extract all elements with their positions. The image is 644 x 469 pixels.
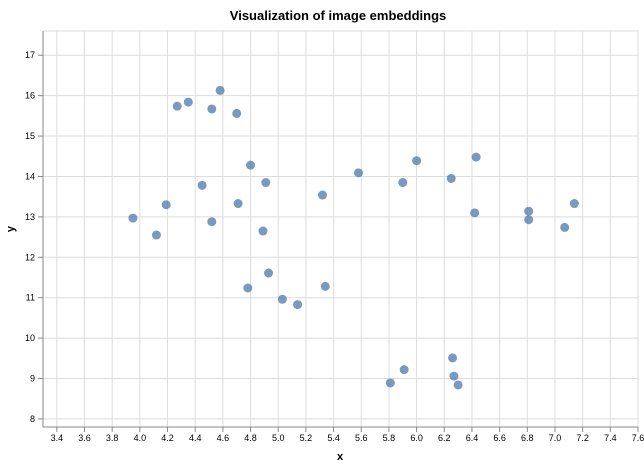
y-tick-label: 9	[30, 374, 35, 384]
scatter-point[interactable]	[448, 353, 458, 363]
scatter-point[interactable]	[470, 208, 480, 218]
x-tick-label: 5.2	[300, 433, 313, 443]
scatter-point[interactable]	[524, 215, 534, 225]
scatter-point[interactable]	[246, 160, 256, 170]
x-tick-label: 7.4	[604, 433, 617, 443]
scatter-point[interactable]	[258, 226, 268, 236]
x-tick-label: 5.8	[383, 433, 396, 443]
y-tick-label: 8	[30, 414, 35, 424]
y-tick-label: 10	[25, 333, 35, 343]
x-tick-label: 3.8	[106, 433, 119, 443]
scatter-point[interactable]	[215, 85, 225, 95]
scatter-point[interactable]	[197, 180, 207, 190]
x-tick-label: 5.6	[355, 433, 368, 443]
y-tick-label: 11	[26, 293, 35, 303]
data-points	[128, 85, 579, 390]
scatter-point[interactable]	[471, 152, 481, 162]
scatter-point[interactable]	[446, 173, 456, 183]
scatter-point[interactable]	[261, 178, 271, 188]
x-tick-label: 7.2	[576, 433, 589, 443]
scatter-point[interactable]	[207, 217, 217, 227]
plot-frame	[42, 30, 639, 428]
x-axis-tick-labels: 3.4 3.6 3.8 4.0 4.2 4.4 4.6 4.8 5.0 5.2 5.4 5.6 5.8 6…	[51, 433, 644, 443]
scatter-point[interactable]	[243, 283, 253, 293]
y-tick-label: 15	[25, 131, 35, 141]
x-tick-label: 4.6	[217, 433, 230, 443]
scatter-point[interactable]	[161, 200, 171, 210]
scatter-point[interactable]	[385, 378, 395, 388]
scatter-point[interactable]	[183, 97, 193, 107]
scatter-point[interactable]	[449, 371, 459, 381]
x-tick-label: 3.6	[78, 433, 91, 443]
scatter-point[interactable]	[128, 213, 138, 223]
x-axis-title: x	[337, 451, 344, 463]
x-tick-label: 4.4	[189, 433, 202, 443]
x-tick-label: 3.4	[51, 433, 64, 443]
x-tick-label: 7.6	[632, 433, 644, 443]
scatter-point[interactable]	[318, 190, 328, 200]
scatter-point[interactable]	[398, 178, 408, 188]
axes	[38, 31, 639, 432]
scatter-point[interactable]	[453, 380, 463, 390]
scatter-point[interactable]	[320, 281, 330, 291]
x-tick-label: 4.2	[161, 433, 174, 443]
x-tick-label: 6.4	[466, 433, 479, 443]
scatter-point[interactable]	[399, 365, 409, 375]
y-tick-label: 16	[25, 91, 35, 101]
grid-lines	[43, 31, 639, 427]
scatter-point[interactable]	[151, 230, 161, 240]
y-tick-label: 12	[25, 252, 35, 262]
scatter-point[interactable]	[264, 268, 274, 278]
y-tick-label: 17	[25, 50, 35, 60]
scatter-point[interactable]	[524, 206, 534, 216]
scatter-point[interactable]	[277, 294, 287, 304]
scatter-point[interactable]	[172, 101, 182, 111]
scatter-point[interactable]	[353, 168, 363, 178]
scatter-point[interactable]	[560, 222, 570, 232]
x-tick-label: 6.0	[410, 433, 423, 443]
y-tick-label: 13	[25, 212, 35, 222]
scatter-point[interactable]	[233, 199, 243, 209]
chart-title: Visualization of image embeddings	[230, 8, 446, 23]
scatter-point[interactable]	[293, 300, 303, 310]
x-tick-label: 4.0	[134, 433, 147, 443]
x-tick-label: 7.0	[549, 433, 562, 443]
y-axis-tick-labels: 8 9 10 11 12 13 14 15 16 17	[25, 50, 35, 424]
x-tick-label: 5.0	[272, 433, 285, 443]
x-tick-label: 6.2	[438, 433, 451, 443]
scatter-point[interactable]	[569, 199, 579, 209]
x-tick-label: 5.4	[327, 433, 340, 443]
y-tick-label: 14	[25, 171, 35, 181]
scatter-point[interactable]	[232, 108, 242, 118]
x-tick-label: 6.6	[493, 433, 506, 443]
y-axis-title: y	[5, 225, 17, 232]
x-tick-label: 6.8	[521, 433, 534, 443]
x-tick-label: 4.8	[244, 433, 257, 443]
scatter-point[interactable]	[412, 156, 422, 166]
scatter-point[interactable]	[207, 104, 217, 114]
